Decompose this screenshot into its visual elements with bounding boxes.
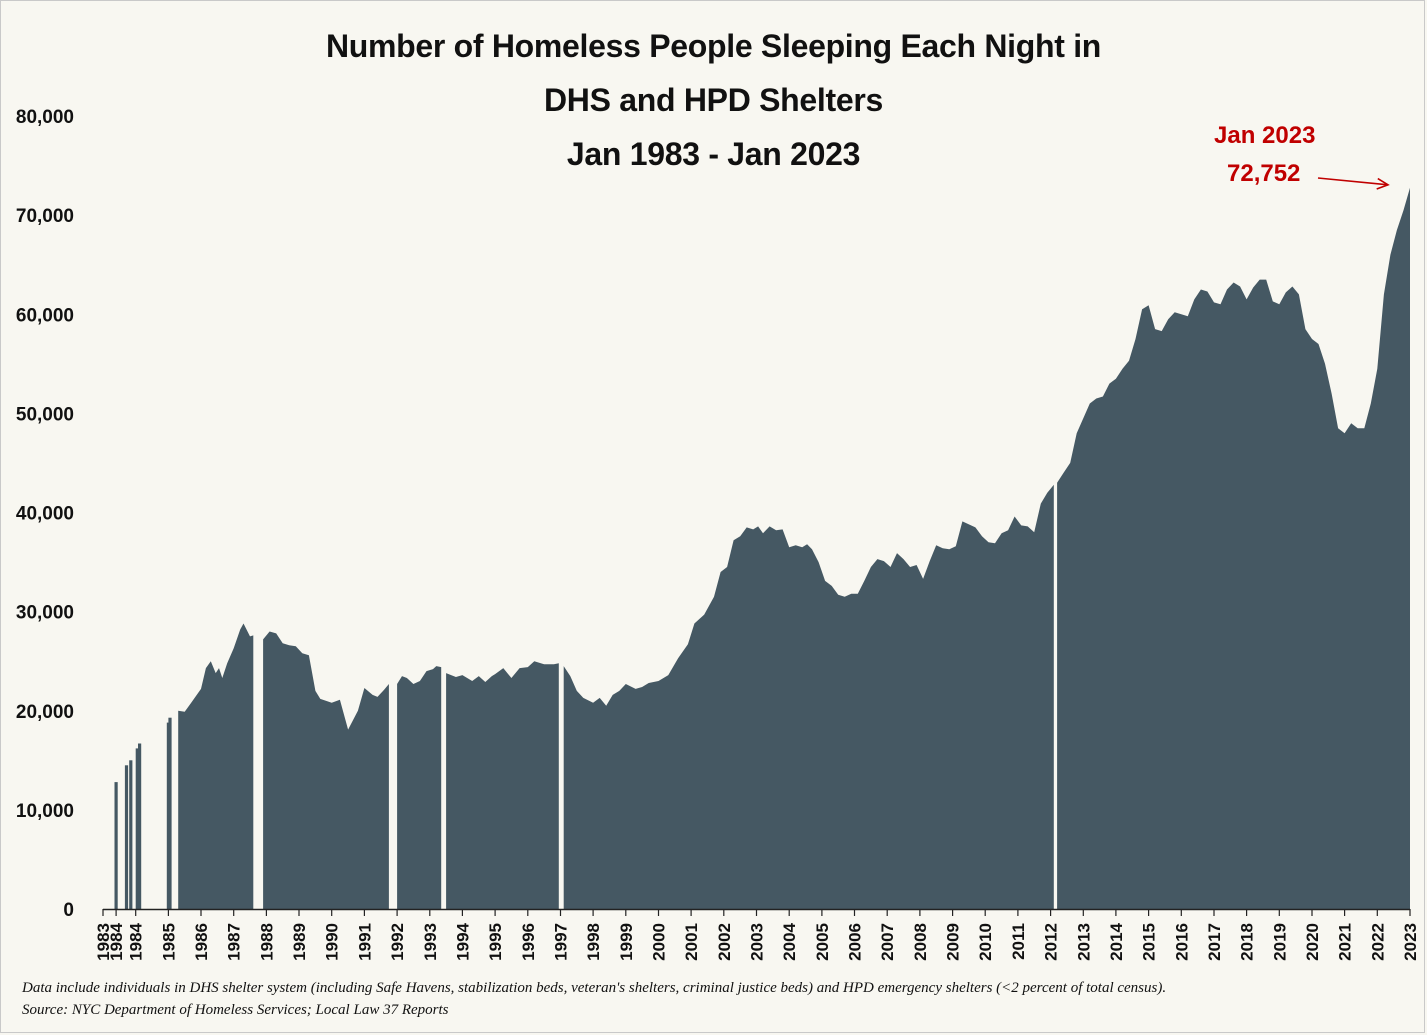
x-tick-label-14: 1996 — [519, 923, 538, 961]
footnote: Data include individuals in DHS shelter … — [22, 980, 1167, 996]
x-tick-label-9: 1991 — [355, 923, 374, 961]
x-tick-label-39: 2021 — [1336, 923, 1355, 961]
area-segment-4 — [563, 484, 1054, 909]
x-tick-label-0: 1983 — [94, 923, 113, 961]
x-tick-label-17: 1999 — [617, 923, 636, 961]
x-tick-label-30: 2012 — [1042, 923, 1061, 961]
source-note: Source: NYC Department of Homeless Servi… — [22, 1002, 449, 1018]
x-tick-label-16: 1998 — [584, 923, 603, 961]
early-bar-2 — [129, 760, 133, 909]
area-segment-0 — [178, 623, 254, 909]
y-tick-label-0: 0 — [63, 900, 74, 921]
y-tick-label-8: 80,000 — [16, 107, 74, 128]
x-tick-label-20: 2002 — [715, 923, 734, 961]
x-tick-label-31: 2013 — [1074, 923, 1093, 961]
x-tick-label-4: 1986 — [192, 923, 211, 961]
x-tick-label-21: 2003 — [748, 923, 767, 961]
x-tick-label-12: 1994 — [453, 922, 472, 960]
annotation-arrow-head — [1376, 177, 1390, 190]
x-tick-label-41: 2023 — [1401, 923, 1420, 961]
area-segment-1 — [263, 631, 389, 909]
x-tick-label-25: 2007 — [878, 923, 897, 961]
x-tick-label-5: 1987 — [225, 923, 244, 961]
x-tick-label-1: 1984 — [107, 922, 126, 960]
x-tick-label-29: 2011 — [1009, 923, 1028, 960]
x-tick-label-7: 1989 — [290, 923, 309, 961]
x-tick-label-40: 2022 — [1368, 923, 1387, 961]
y-tick-label-1: 10,000 — [16, 801, 74, 822]
y-tick-label-7: 70,000 — [16, 206, 74, 227]
x-tick-label-38: 2020 — [1303, 923, 1322, 961]
area-segment-2 — [397, 666, 442, 909]
chart-title-line-2: DHS and HPD Shelters — [544, 82, 883, 118]
annotation-date: Jan 2023 — [1214, 122, 1316, 149]
x-tick-label-18: 2000 — [650, 923, 669, 961]
y-tick-label-2: 20,000 — [16, 702, 74, 723]
x-tick-label-33: 2015 — [1140, 923, 1159, 961]
x-tick-label-10: 1992 — [388, 923, 407, 961]
x-tick-label-32: 2014 — [1107, 922, 1126, 960]
x-tick-label-36: 2018 — [1238, 923, 1257, 961]
x-tick-label-8: 1990 — [323, 923, 342, 961]
x-tick-label-15: 1997 — [552, 923, 571, 961]
chart-title-line-1: Number of Homeless People Sleeping Each … — [325, 28, 1102, 64]
area-segment-5 — [1057, 187, 1410, 910]
x-tick-label-35: 2017 — [1205, 923, 1224, 961]
early-bar-3 — [135, 748, 139, 909]
annotation-arrow-line — [1317, 177, 1389, 186]
x-tick-label-37: 2019 — [1270, 923, 1289, 961]
y-tick-label-6: 60,000 — [16, 305, 74, 326]
chart-title-line-3: Jan 1983 - Jan 2023 — [566, 136, 861, 172]
x-tick-label-19: 2001 — [682, 923, 701, 961]
y-tick-label-5: 50,000 — [16, 404, 74, 425]
area-segment-3 — [446, 661, 559, 909]
x-tick-label-24: 2006 — [846, 923, 865, 961]
x-tick-label-2: 1984 — [127, 922, 146, 960]
x-tick-label-3: 1985 — [159, 923, 178, 961]
early-bar-1 — [124, 765, 129, 909]
x-tick-label-13: 1995 — [486, 923, 505, 961]
x-tick-label-27: 2009 — [944, 923, 963, 961]
x-tick-label-28: 2010 — [976, 923, 995, 961]
x-tick-label-22: 2004 — [780, 922, 799, 960]
annotation-value: 72,752 — [1227, 160, 1301, 187]
x-tick-label-26: 2008 — [911, 923, 930, 961]
x-tick-label-23: 2005 — [813, 923, 832, 961]
x-tick-label-6: 1988 — [257, 923, 276, 961]
early-bar-0 — [114, 782, 118, 909]
early-bar-4 — [138, 743, 142, 909]
early-bar-6 — [168, 717, 172, 909]
y-tick-label-3: 30,000 — [16, 603, 74, 624]
x-tick-label-11: 1993 — [421, 923, 440, 961]
x-tick-label-34: 2016 — [1172, 923, 1191, 961]
y-tick-label-4: 40,000 — [16, 504, 74, 525]
